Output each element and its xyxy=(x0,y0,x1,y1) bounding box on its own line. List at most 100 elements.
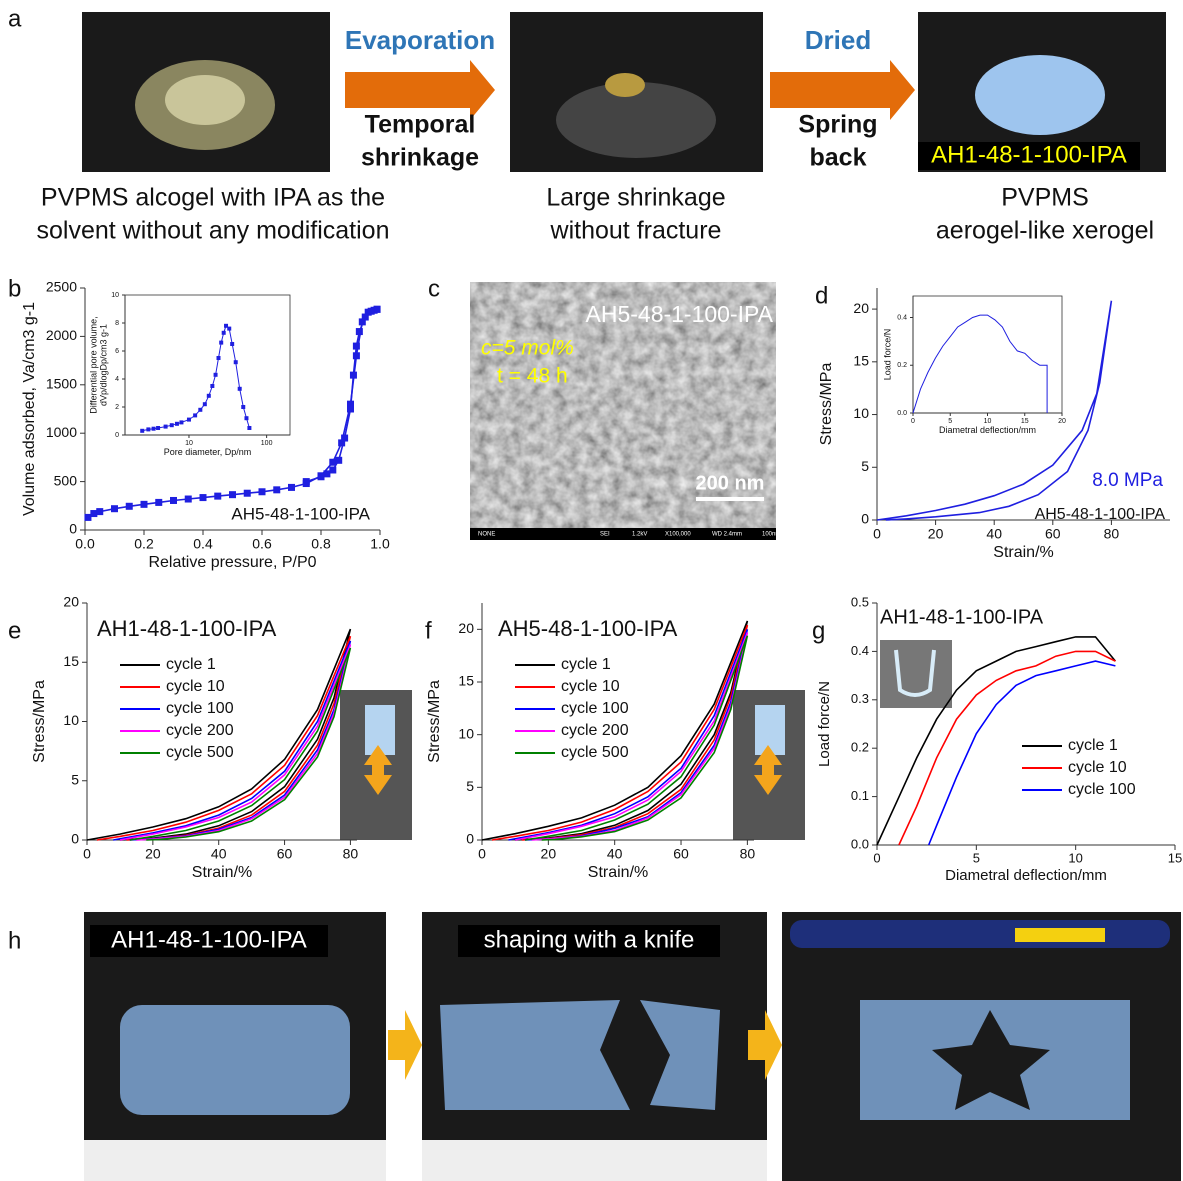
legend-label: cycle 10 xyxy=(561,678,620,695)
knife xyxy=(790,920,1170,948)
data-marker xyxy=(170,423,174,427)
x-tick-label: 0.4 xyxy=(193,536,213,552)
y-tick-label: 15 xyxy=(458,673,474,689)
y-tick-label: 15 xyxy=(853,353,869,369)
caption: Large shrinkage xyxy=(546,184,725,212)
x-tick-label: 20 xyxy=(928,526,944,542)
y-tick-label: 4 xyxy=(115,376,119,383)
x-tick-label: 40 xyxy=(607,846,623,862)
x-tick-label: 20 xyxy=(541,846,557,862)
x-axis-label: Strain/% xyxy=(192,864,252,881)
y-tick-label: 10 xyxy=(458,725,474,741)
y-tick-label: 0.3 xyxy=(851,691,869,706)
annotation: 8.0 MPa xyxy=(1092,470,1163,491)
data-marker xyxy=(244,490,251,497)
y-tick-label: 10 xyxy=(853,405,869,421)
x-tick-label: 40 xyxy=(211,846,227,862)
x-tick-label: 15 xyxy=(1168,850,1182,865)
data-marker xyxy=(175,422,179,426)
x-tick-label: 5 xyxy=(948,418,952,425)
data-marker xyxy=(303,478,310,485)
data-marker xyxy=(156,426,160,430)
data-marker xyxy=(230,342,234,346)
legend-label: cycle 10 xyxy=(1068,759,1127,776)
x-tick-label: 10 xyxy=(185,440,193,447)
data-marker xyxy=(335,457,342,464)
y-tick-label: 5 xyxy=(71,771,79,787)
y-tick-label: 10 xyxy=(63,712,79,728)
y-tick-label: 1000 xyxy=(46,424,77,440)
data-marker xyxy=(198,408,202,412)
data-marker xyxy=(273,486,280,493)
sem-info: SEI xyxy=(600,532,610,538)
data-line xyxy=(525,636,747,840)
data-marker xyxy=(234,360,238,364)
data-marker xyxy=(140,429,144,433)
annotation: AH5-48-1-100-IPA xyxy=(231,504,370,523)
panel-label: g xyxy=(812,617,825,644)
data-marker xyxy=(216,356,220,360)
data-line xyxy=(113,641,350,840)
x-tick-label: 0 xyxy=(873,526,881,542)
legend-label: cycle 100 xyxy=(166,700,234,717)
y-tick-label: 0 xyxy=(115,432,119,439)
legend-label: cycle 100 xyxy=(1068,781,1136,798)
y-tick-label: 2000 xyxy=(46,327,77,343)
x-tick-label: 0 xyxy=(873,850,880,865)
step-label: shrinkage xyxy=(361,144,479,172)
y-tick-label: 0.0 xyxy=(851,836,869,851)
data-marker xyxy=(347,406,354,413)
knife-blade xyxy=(1015,928,1105,942)
y-tick-label: 0.5 xyxy=(851,594,869,609)
y-tick-label: 0.1 xyxy=(851,788,869,803)
y-tick-label: 0.2 xyxy=(851,740,869,755)
data-marker xyxy=(185,496,192,503)
panel-label: c xyxy=(428,275,440,302)
legend-label: cycle 1 xyxy=(561,656,611,673)
legend-label: cycle 200 xyxy=(166,722,234,739)
y-tick-label: 5 xyxy=(861,458,869,474)
data-marker xyxy=(362,314,369,321)
sample-label: AH1-48-1-100-IPA xyxy=(111,926,307,953)
y-tick-label: 8 xyxy=(115,320,119,327)
caption: without fracture xyxy=(550,217,722,245)
x-tick-label: 0.6 xyxy=(252,536,272,552)
y-tick-label: 2500 xyxy=(46,279,77,295)
figure: abcdefghEvaporationTemporalshrinkageDrie… xyxy=(0,0,1183,1181)
photo-bending xyxy=(880,640,952,708)
data-marker xyxy=(187,418,191,422)
x-tick-label: 0.2 xyxy=(134,536,154,552)
data-marker xyxy=(141,501,148,508)
y-axis-label: Load force/N xyxy=(882,329,892,381)
photo-alcogel xyxy=(82,12,330,172)
aerogel-block xyxy=(120,1005,350,1115)
x-tick-label: 40 xyxy=(986,526,1002,542)
caption: aerogel-like xerogel xyxy=(936,217,1154,245)
data-marker xyxy=(219,341,223,345)
aerogel-pieces xyxy=(440,1000,720,1110)
y-tick-label: 20 xyxy=(853,300,869,316)
ruler xyxy=(422,1140,767,1181)
x-tick-label: 100 xyxy=(261,440,273,447)
condition: c=5 mol% xyxy=(481,337,574,360)
y-tick-label: 0 xyxy=(69,521,77,537)
sem-info: NONE xyxy=(478,532,495,538)
x-tick-label: 0 xyxy=(478,846,486,862)
x-tick-label: 0 xyxy=(911,418,915,425)
x-tick-label: 0 xyxy=(83,846,91,862)
data-marker xyxy=(210,384,214,388)
photo-compression xyxy=(733,690,805,840)
data-marker xyxy=(203,402,207,406)
y-tick-label: 0.4 xyxy=(851,643,869,658)
data-marker xyxy=(247,426,251,430)
x-axis-label: Relative pressure, P/P0 xyxy=(148,554,316,571)
step-label: back xyxy=(810,144,867,172)
data-marker xyxy=(152,427,156,431)
y-tick-label: 10 xyxy=(111,292,119,299)
x-tick-label: 80 xyxy=(740,846,756,862)
photo-compression xyxy=(340,690,412,840)
data-marker xyxy=(200,494,207,501)
sample-label: AH1-48-1-100-IPA xyxy=(931,141,1127,168)
x-tick-label: 60 xyxy=(1045,526,1061,542)
data-marker xyxy=(96,508,103,515)
